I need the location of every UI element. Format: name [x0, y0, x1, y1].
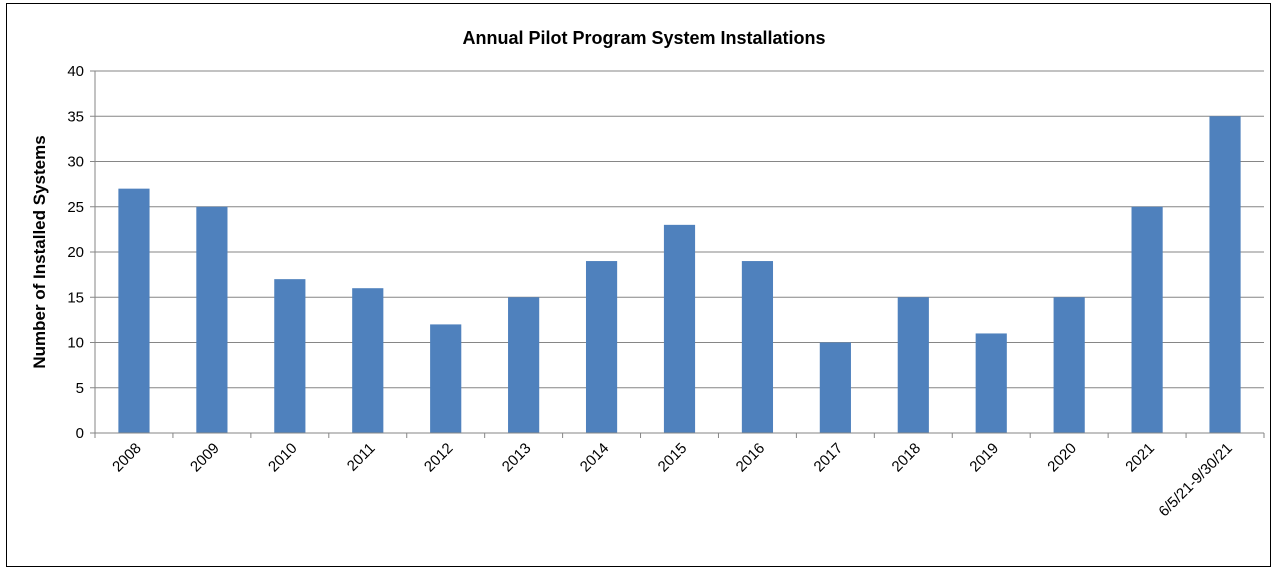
x-tick-label: 6/5/21-9/30/21	[1155, 440, 1235, 520]
x-tick-label: 2012	[421, 440, 457, 476]
bar	[897, 297, 929, 433]
bar	[1131, 206, 1163, 433]
x-tick-label: 2014	[577, 440, 613, 476]
x-tick-label: 2010	[265, 440, 301, 476]
x-tick-label: 2016	[733, 440, 769, 476]
y-tick-labels: 0 5 10 15 20 25 30 35 40	[67, 63, 84, 442]
x-tick-label: 2018	[889, 440, 925, 476]
axes	[90, 70, 1265, 438]
bar	[975, 333, 1007, 433]
y-tick-label: 15	[67, 289, 84, 306]
bars	[118, 116, 1241, 433]
y-tick-label: 0	[76, 425, 84, 442]
x-tick-label: 2013	[499, 440, 535, 476]
bar	[352, 288, 384, 433]
x-tick-label: 2009	[187, 440, 223, 476]
y-tick-label: 10	[67, 335, 84, 352]
x-tick-label: 2019	[966, 440, 1002, 476]
x-tick-label: 2015	[655, 440, 691, 476]
y-tick-label: 25	[67, 199, 84, 216]
bar	[741, 261, 774, 433]
chart-title: Annual Pilot Program System Installation…	[462, 28, 825, 48]
y-tick-label: 30	[67, 154, 84, 171]
x-tick-label: 2017	[811, 440, 847, 476]
x-tick-label: 2011	[344, 440, 379, 475]
bar	[1209, 116, 1241, 433]
bar	[508, 297, 540, 433]
x-tick-label: 2008	[109, 440, 145, 476]
bar	[430, 324, 462, 433]
bar	[196, 206, 228, 433]
y-tick-label: 20	[67, 244, 84, 261]
bar	[118, 188, 150, 433]
x-tick-labels: 2008 2009 2010 2011 2012 2013 2014 2015 2016 2017…	[109, 440, 1236, 520]
y-axis-label: Number of Installed Systems	[30, 135, 49, 368]
bar	[819, 342, 851, 433]
x-tick-label: 2021	[1122, 440, 1158, 476]
bar	[274, 279, 306, 433]
y-tick-label: 35	[67, 108, 84, 125]
bar	[663, 224, 696, 433]
x-tick-label: 2020	[1044, 440, 1080, 476]
y-tick-label: 40	[67, 63, 84, 80]
bar	[585, 261, 618, 433]
y-tick-label: 5	[76, 380, 84, 397]
bar	[1053, 297, 1085, 433]
